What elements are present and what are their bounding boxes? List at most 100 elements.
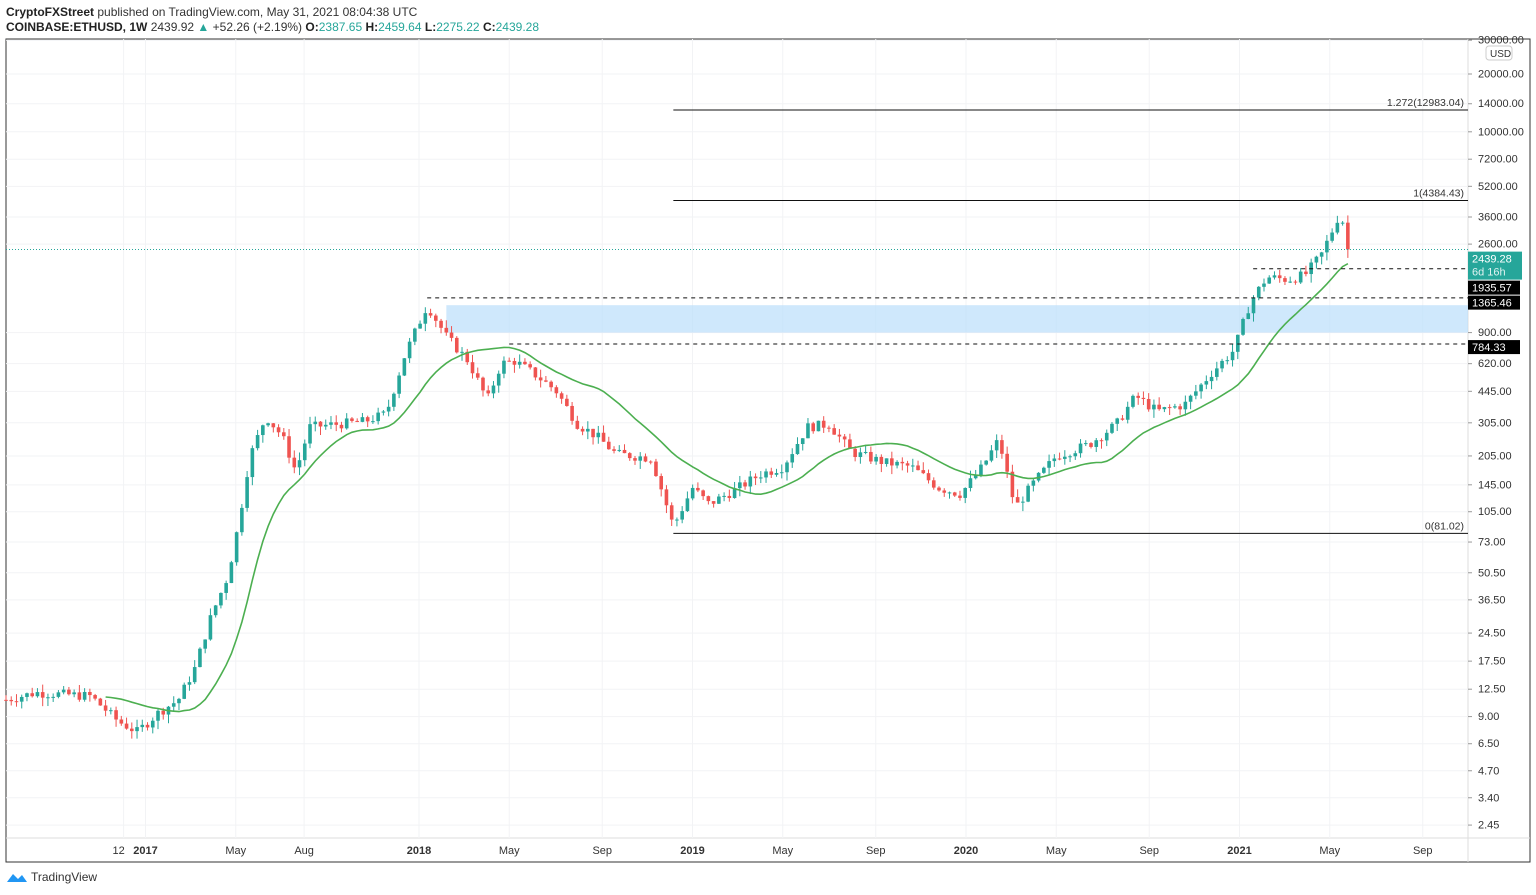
publish-info: CryptoFXStreet published on TradingView.… (6, 5, 417, 19)
candle-body (323, 424, 328, 427)
candle-body (329, 422, 333, 425)
candle (386, 399, 391, 417)
candle-body (460, 351, 464, 353)
candle-body (213, 605, 218, 616)
candle-body (612, 449, 616, 451)
candle (675, 517, 679, 527)
candle-body (9, 699, 14, 702)
candle-body (46, 697, 50, 699)
candle-body (376, 412, 380, 422)
candle (465, 348, 470, 365)
x-tick-label: 2020 (954, 845, 978, 857)
candle-body (502, 360, 506, 374)
candle (559, 391, 564, 404)
candle (512, 357, 517, 373)
candle-body (507, 360, 511, 362)
candle-body (1120, 418, 1125, 420)
candle (811, 421, 816, 434)
candle (308, 416, 312, 449)
candle-body (434, 315, 438, 321)
candle-body (292, 457, 297, 468)
candle-body (1162, 407, 1167, 410)
candle-body (40, 692, 45, 698)
candle (1293, 279, 1298, 285)
candle (952, 491, 957, 497)
candle (444, 320, 449, 336)
candle-body (910, 465, 915, 467)
candle-body (586, 428, 590, 432)
candle-body (1125, 406, 1130, 420)
candle-body (821, 420, 826, 428)
candle-body (61, 689, 66, 693)
candle (785, 460, 789, 481)
candle-body (1089, 443, 1093, 447)
candle (1063, 450, 1067, 465)
candle-body (1199, 384, 1203, 392)
candle-body (150, 720, 155, 728)
candle (1047, 454, 1051, 475)
candle (654, 458, 658, 477)
candle-body (339, 424, 344, 429)
candle-body (161, 710, 166, 715)
candle (743, 479, 747, 490)
candle-body (224, 583, 228, 593)
candle-body (475, 373, 480, 378)
candle-body (1068, 456, 1072, 458)
candle-body (1047, 461, 1051, 468)
candle (261, 424, 265, 443)
candle-body (544, 380, 548, 382)
candle (554, 385, 559, 398)
candle (407, 337, 412, 363)
candle (905, 460, 910, 473)
fib-level-label: 1.272(12983.04) (1387, 97, 1464, 109)
candle-body (533, 367, 538, 378)
y-tick-label: 900.00 (1478, 327, 1512, 339)
last-price-label: 2439.28 (1472, 254, 1512, 266)
candle-body (318, 421, 323, 427)
candle-body (103, 705, 108, 711)
candle-body (827, 427, 831, 429)
y-tick-label: 620.00 (1478, 358, 1512, 370)
candle-body (1251, 297, 1256, 314)
symbol-name[interactable]: COINBASE:ETHUSD, 1W (6, 20, 148, 34)
candle-body (1277, 275, 1282, 279)
candle-body (1220, 360, 1224, 369)
candle-body (900, 461, 905, 464)
candle-body (973, 475, 978, 479)
candle (177, 697, 181, 711)
candle-body (1063, 456, 1067, 459)
candle-body (979, 464, 983, 476)
candle-body (952, 492, 957, 496)
candle (711, 501, 716, 508)
candle (402, 358, 407, 377)
y-tick-label: 10000.00 (1478, 126, 1524, 138)
author-name[interactable]: CryptoFXStreet (6, 5, 95, 19)
candle (51, 693, 55, 702)
candle (1094, 437, 1099, 453)
candle-body (685, 498, 690, 512)
candle (171, 696, 176, 712)
x-tick-label: 2019 (680, 845, 704, 857)
candle-body (1057, 458, 1062, 460)
candle (1235, 334, 1240, 360)
candle-body (869, 451, 873, 462)
candle-body (696, 487, 700, 491)
candle (481, 376, 485, 397)
candle (863, 444, 868, 455)
candle (67, 686, 71, 696)
candle (507, 357, 511, 362)
candle (884, 458, 889, 467)
candle (397, 372, 401, 399)
candle-body (517, 361, 522, 365)
tradingview-logo[interactable]: TradingView (6, 870, 97, 884)
candle (910, 458, 915, 473)
low-label: L: (424, 20, 437, 34)
candle-body (177, 698, 181, 704)
candle-body (722, 495, 726, 497)
candle (1277, 269, 1282, 283)
candle-body (732, 488, 737, 499)
candle (848, 433, 852, 449)
candle-body (1188, 395, 1193, 402)
candle (103, 699, 108, 717)
